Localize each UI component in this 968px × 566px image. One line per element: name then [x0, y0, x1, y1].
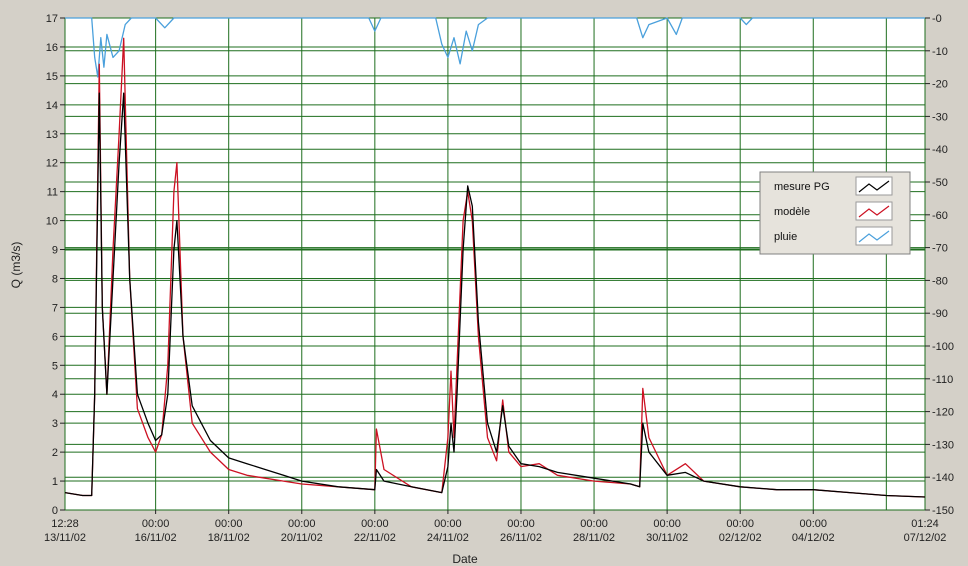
x-tick-label-time: 00:00	[434, 518, 462, 530]
y2-tick-label: -150	[932, 505, 954, 517]
y-tick-label: 16	[46, 42, 58, 54]
y2-tick-label: -110	[932, 374, 953, 386]
x-tick-label-date: 18/11/02	[208, 532, 250, 544]
x-tick-label-start-date: 13/11/02	[44, 532, 86, 544]
y-tick-label: 6	[52, 331, 58, 343]
legend-swatch-line	[858, 230, 890, 243]
legend-swatch-line	[858, 205, 890, 218]
y2-tick-label: -80	[932, 275, 948, 287]
y-tick-label: 14	[46, 100, 58, 112]
y2-tick-label: -100	[932, 341, 954, 353]
y2-tick-label: -90	[932, 308, 948, 320]
legend-swatch-box	[855, 176, 893, 196]
x-tick-label-time: 00:00	[507, 518, 535, 530]
y-tick-label: 12	[46, 158, 58, 170]
x-tick-label-date: 16/11/02	[135, 532, 177, 544]
y-tick-label: 13	[46, 129, 58, 141]
x-tick-label-date: 26/11/02	[500, 532, 542, 544]
y-tick-label: 2	[52, 447, 58, 459]
series-line-pluie	[65, 17, 925, 78]
y2-tick-label: -20	[932, 79, 948, 91]
legend-label: pluie	[774, 231, 797, 243]
x-tick-label-start-time: 12:28	[51, 518, 79, 530]
x-tick-label-time: 00:00	[653, 518, 681, 530]
y2-tick-label: -70	[932, 243, 948, 255]
legend-label: mesure PG	[774, 181, 830, 193]
y-axis-title: Q (m3/s)	[9, 242, 23, 289]
y2-tick-label: -10	[932, 46, 948, 58]
right-y-axis: -0 -10 -20 -30 -40 -50 -60 -70 -80 -90 -100 -110 -12…	[925, 13, 954, 517]
x-tick-label-date: 24/11/02	[427, 532, 469, 544]
y-tick-label: 15	[46, 71, 58, 83]
x-tick-label-time: 00:00	[726, 518, 754, 530]
y-tick-label: 9	[52, 245, 58, 257]
x-tick-label-date: 20/11/02	[281, 532, 323, 544]
x-tick-label-date: 22/11/02	[354, 532, 396, 544]
legend-swatch-box	[855, 201, 893, 221]
x-tick-label-date: 30/11/02	[646, 532, 688, 544]
x-tick-label-date: 04/12/02	[792, 532, 835, 544]
series-line-mesure-pg	[64, 92, 926, 498]
legend: mesure PG modèle pluie	[759, 171, 911, 255]
y-tick-label: 4	[52, 389, 58, 401]
x-tick-label-time: 00:00	[799, 518, 827, 530]
y2-tick-label: -140	[932, 472, 954, 484]
y2-tick-label: -30	[932, 111, 948, 123]
y2-tick-label: -130	[932, 439, 954, 451]
y-tick-label: 11	[47, 187, 58, 199]
x-tick-label-date: 02/12/02	[719, 532, 762, 544]
y-tick-label: 10	[46, 216, 58, 228]
x-tick-label-end-date: 07/12/02	[904, 532, 947, 544]
series-layer	[64, 17, 926, 498]
y2-tick-label: -40	[932, 144, 948, 156]
x-tick-label-time: 00:00	[580, 518, 608, 530]
x-tick-label-date: 28/11/02	[573, 532, 615, 544]
x-tick-label-time: 00:00	[142, 518, 170, 530]
y2-tick-label: -120	[932, 407, 954, 419]
y2-tick-label: -60	[932, 210, 948, 222]
y-tick-label: 17	[46, 13, 58, 25]
x-tick-label-time: 00:00	[361, 518, 389, 530]
y-tick-label: 8	[52, 273, 58, 285]
x-axis-title: Date	[452, 552, 478, 566]
x-tick-label-time: 00:00	[215, 518, 243, 530]
y-tick-label: 3	[52, 418, 58, 430]
legend-label: modèle	[774, 206, 810, 218]
plot-area	[64, 17, 926, 511]
legend-swatch-box	[855, 226, 893, 246]
x-axis: 12:28 13/11/02 00:00 16/11/02 00:00 18/11/02 0…	[44, 510, 946, 544]
y-tick-label: 1	[52, 476, 58, 488]
legend-swatch-line	[858, 180, 890, 193]
y2-tick-label: -50	[932, 177, 948, 189]
x-tick-label-end-time: 01:24	[911, 518, 939, 530]
x-tick-label-time: 00:00	[288, 518, 316, 530]
y-tick-label: 0	[52, 505, 58, 517]
y2-tick-label: -0	[932, 13, 942, 25]
y-tick-label: 7	[52, 302, 58, 314]
y-tick-label: 5	[52, 360, 58, 372]
